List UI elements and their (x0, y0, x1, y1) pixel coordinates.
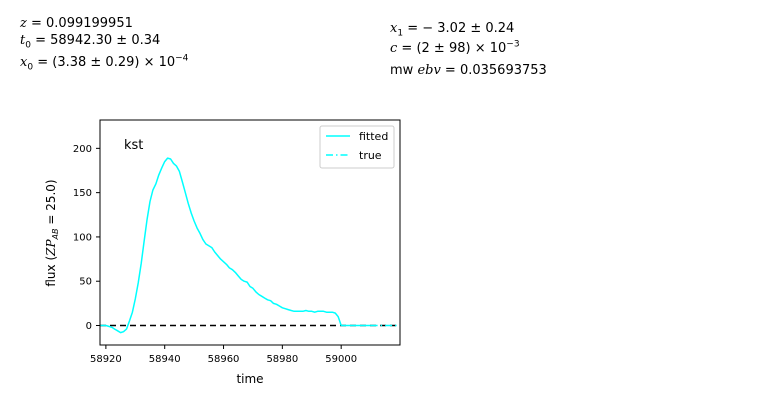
y-tick-label: 150 (73, 188, 92, 199)
x-tick-label: 59000 (325, 354, 357, 365)
x-axis-label: time (236, 372, 263, 386)
y-tick-label: 50 (79, 277, 92, 288)
y-axis-label-prefix: flux ( (44, 256, 58, 287)
series-layer (100, 158, 400, 333)
band-label: kst (124, 138, 143, 153)
legend-true-label: true (359, 149, 382, 162)
x-tick-label: 58980 (266, 354, 298, 365)
legend: fitted true (320, 126, 394, 168)
series-line-fitted (100, 158, 371, 333)
y-axis-label-zp: ZP (44, 239, 58, 257)
x-tick-label: 58920 (90, 354, 122, 365)
y-tick-label: 100 (73, 232, 92, 243)
y-axis-label: flux (ZPAB = 25.0) (44, 179, 60, 286)
y-tick-label: 200 (73, 144, 92, 155)
y-axis-label-suffix: = 25.0) (44, 179, 58, 228)
legend-fitted-label: fitted (359, 130, 388, 143)
y-axis-label-sub: AB (51, 228, 60, 240)
x-tick-label: 58960 (208, 354, 240, 365)
tick-layer: 58920 58940 58960 58980 59000 0 50 100 150 200 (73, 144, 357, 365)
y-tick-label: 0 (86, 321, 92, 332)
x-tick-label: 58940 (149, 354, 181, 365)
